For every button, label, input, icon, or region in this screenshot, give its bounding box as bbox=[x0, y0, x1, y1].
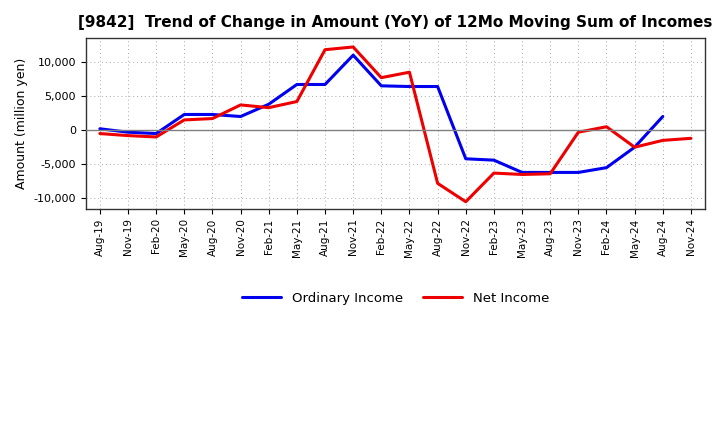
Ordinary Income bbox=[349, 52, 358, 58]
Ordinary Income bbox=[630, 145, 639, 150]
Net Income bbox=[377, 75, 386, 80]
Ordinary Income bbox=[124, 129, 132, 135]
Ordinary Income bbox=[462, 156, 470, 161]
Net Income bbox=[152, 134, 161, 139]
Net Income bbox=[574, 129, 582, 135]
Line: Ordinary Income: Ordinary Income bbox=[100, 55, 663, 172]
Net Income bbox=[518, 172, 526, 177]
Net Income bbox=[349, 44, 358, 50]
Net Income bbox=[180, 117, 189, 123]
Line: Net Income: Net Income bbox=[100, 47, 691, 202]
Net Income bbox=[124, 133, 132, 138]
Ordinary Income bbox=[490, 158, 498, 163]
Ordinary Income bbox=[546, 170, 554, 175]
Ordinary Income bbox=[377, 83, 386, 88]
Ordinary Income bbox=[659, 114, 667, 119]
Ordinary Income bbox=[292, 82, 301, 87]
Ordinary Income bbox=[208, 112, 217, 117]
Net Income bbox=[264, 105, 273, 110]
Net Income bbox=[490, 170, 498, 176]
Net Income bbox=[546, 171, 554, 176]
Y-axis label: Amount (million yen): Amount (million yen) bbox=[15, 58, 28, 189]
Net Income bbox=[659, 138, 667, 143]
Net Income bbox=[433, 181, 442, 186]
Ordinary Income bbox=[96, 126, 104, 132]
Ordinary Income bbox=[518, 170, 526, 175]
Ordinary Income bbox=[433, 84, 442, 89]
Ordinary Income bbox=[320, 82, 329, 87]
Legend: Ordinary Income, Net Income: Ordinary Income, Net Income bbox=[236, 287, 554, 310]
Net Income bbox=[405, 70, 414, 75]
Title: [9842]  Trend of Change in Amount (YoY) of 12Mo Moving Sum of Incomes: [9842] Trend of Change in Amount (YoY) o… bbox=[78, 15, 713, 30]
Ordinary Income bbox=[236, 114, 245, 119]
Net Income bbox=[687, 136, 696, 141]
Net Income bbox=[320, 47, 329, 52]
Net Income bbox=[602, 124, 611, 129]
Ordinary Income bbox=[180, 112, 189, 117]
Net Income bbox=[292, 99, 301, 104]
Ordinary Income bbox=[264, 102, 273, 107]
Net Income bbox=[236, 102, 245, 107]
Ordinary Income bbox=[574, 170, 582, 175]
Net Income bbox=[96, 131, 104, 136]
Net Income bbox=[208, 116, 217, 121]
Ordinary Income bbox=[602, 165, 611, 170]
Ordinary Income bbox=[152, 131, 161, 136]
Net Income bbox=[630, 145, 639, 150]
Net Income bbox=[462, 199, 470, 204]
Ordinary Income bbox=[405, 84, 414, 89]
